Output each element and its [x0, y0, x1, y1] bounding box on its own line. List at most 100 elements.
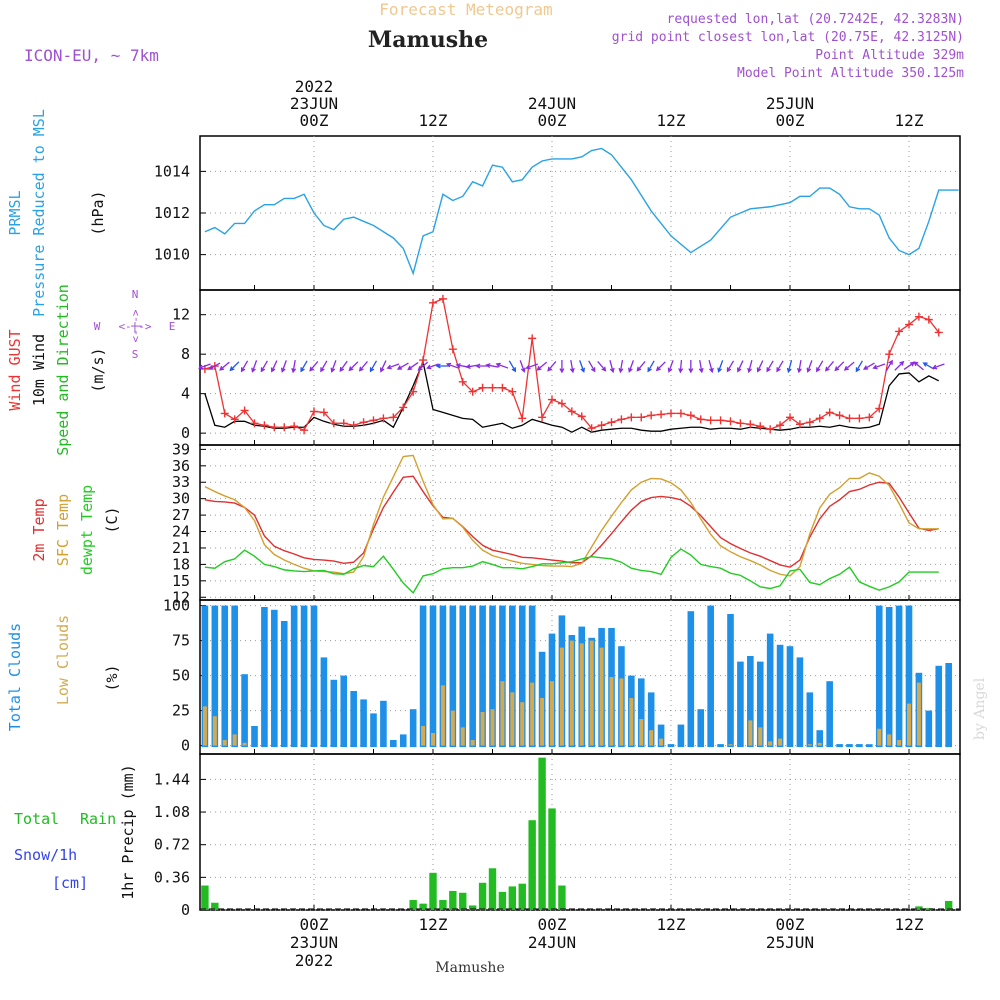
- wind-direction-arrow: [579, 360, 586, 373]
- gust-marker: [607, 418, 616, 427]
- watermark: by Angel: [972, 677, 988, 740]
- total-cloud-bar: [637, 678, 645, 748]
- tsfc-label: SFC Temp: [54, 494, 72, 566]
- top-time-label: 2022: [295, 77, 334, 96]
- rain-bar: [944, 900, 953, 910]
- total-cloud-bar: [667, 744, 675, 748]
- rain-bar: [488, 868, 497, 910]
- y-tick-label: 4: [181, 385, 190, 403]
- bottom-time-label: 00Z: [300, 915, 329, 934]
- total-cloud-bar: [370, 713, 377, 748]
- precip-unit-label: 1hr Precip (mm): [119, 764, 137, 899]
- total-cloud-bar: [489, 605, 496, 748]
- wind-direction-arrow: [796, 359, 802, 374]
- y-tick-label: 12: [172, 588, 190, 606]
- rain-bar: [508, 886, 517, 910]
- total-cloud-bar: [856, 744, 863, 748]
- prmsl-label: PRMSL: [6, 190, 24, 235]
- gust-marker: [835, 411, 844, 420]
- gust-marker: [438, 294, 447, 303]
- wind-gust-label: Wind GUST: [6, 329, 24, 410]
- wind-direction-arrow: [229, 361, 240, 372]
- total-cloud-bar: [449, 605, 457, 748]
- low-cloud-bar: [887, 734, 892, 746]
- total-cloud-bar: [895, 605, 903, 748]
- total-cloud-bar: [330, 679, 338, 748]
- compass-n-label: N: [132, 288, 139, 301]
- model-label: ICON-EU, ~ 7km: [24, 46, 159, 65]
- low-cloud-bar: [817, 742, 822, 746]
- top-time-label: 12Z: [895, 111, 924, 130]
- total-cloud-bar: [806, 692, 814, 748]
- gust-marker: [260, 421, 269, 430]
- total-cloud-bar: [469, 605, 476, 748]
- wind-direction-arrow: [525, 363, 539, 370]
- gust-marker: [478, 383, 487, 392]
- low-cloud-bar: [470, 740, 475, 746]
- wind-direction-arrow: [445, 362, 459, 369]
- low-cloud-bar: [907, 703, 911, 746]
- total-cloud-bar: [945, 663, 952, 748]
- temperature-unit-label: (C): [103, 506, 121, 533]
- total-cloud-bar: [707, 605, 714, 748]
- wind-direction-arrow: [766, 360, 774, 373]
- wind-direction-arrow: [508, 360, 517, 373]
- total-cloud-bar: [429, 605, 437, 748]
- low-cloud-bar: [778, 738, 783, 746]
- total-cloud-bar: [528, 605, 536, 748]
- total-cloud-bar: [885, 607, 893, 748]
- y-tick-label: 25: [172, 702, 190, 720]
- low-cloud-bar: [559, 647, 564, 746]
- wind-direction-arrow: [776, 360, 784, 373]
- total-cloud-bar: [786, 646, 794, 748]
- total-cloud-bar: [271, 609, 278, 748]
- y-tick-label: 1.44: [154, 770, 190, 788]
- low-cloud-bar: [639, 719, 644, 746]
- wind-direction-arrow: [597, 361, 607, 372]
- low-cloud-bar: [569, 640, 574, 746]
- y-tick-label: 0: [181, 901, 190, 919]
- rain-bar: [429, 872, 437, 910]
- low-cloud-bar: [659, 738, 664, 746]
- low-cloud-bar: [212, 716, 217, 746]
- total-cloud-bar: [846, 744, 853, 748]
- wind-direction-arrow: [320, 360, 328, 373]
- rain-label: Rain: [80, 810, 116, 828]
- bottom-time-label: 12Z: [657, 915, 686, 934]
- gust-marker: [706, 416, 715, 425]
- compass-ns-axis: <-|->: [129, 309, 142, 342]
- gust-marker: [577, 412, 586, 421]
- gust-marker: [597, 421, 606, 430]
- product-title: Forecast Meteogram: [379, 0, 552, 19]
- panel-frame: [199, 444, 961, 601]
- total-cloud-bar: [340, 675, 348, 748]
- low-cloud-bar: [510, 692, 515, 746]
- y-tick-label: 100: [163, 597, 190, 615]
- bottom-time-label: 12Z: [895, 915, 924, 934]
- total-cloud-bar: [409, 709, 417, 748]
- gust-marker: [905, 320, 913, 329]
- total-cloud-bar: [747, 656, 754, 748]
- gust-marker: [637, 413, 646, 422]
- bottom-time-label: 23JUN: [290, 933, 338, 952]
- gust-marker: [647, 411, 656, 420]
- y-tick-label: 0.36: [154, 868, 190, 886]
- y-tick-label: 33: [172, 473, 190, 491]
- bottom-time-label: 24JUN: [528, 933, 576, 952]
- wind-direction-arrow: [885, 359, 893, 372]
- low-cloud-bar: [540, 698, 545, 746]
- rain-bar: [449, 890, 457, 910]
- wind-direction-arrow: [198, 363, 211, 370]
- y-tick-label: 50: [172, 667, 190, 685]
- total-cloud-bar: [499, 605, 506, 748]
- low-cloud-bar: [530, 682, 535, 746]
- wind-direction-arrow: [786, 360, 793, 374]
- y-tick-label: 0: [181, 737, 190, 755]
- total-cloud-bar: [231, 605, 238, 748]
- wind-direction-arrow: [270, 360, 278, 373]
- gust-marker: [448, 345, 457, 354]
- gust-marker: [736, 419, 745, 428]
